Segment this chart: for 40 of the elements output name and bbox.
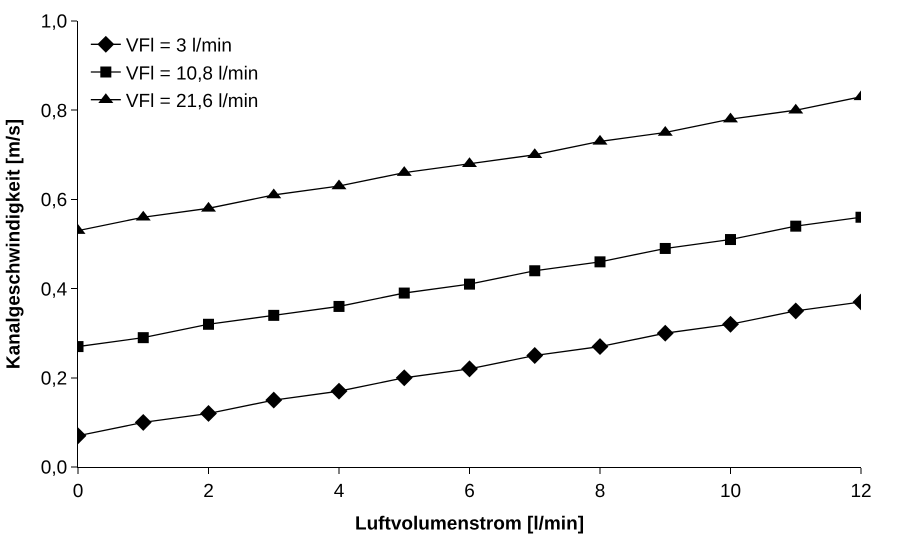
point	[656, 324, 674, 342]
point	[529, 265, 540, 276]
y-tick-label: 1,0	[40, 12, 68, 33]
legend-label: VFl = 21,6 l/min	[126, 91, 258, 112]
point	[396, 369, 413, 386]
point	[398, 288, 410, 299]
point	[330, 382, 348, 400]
point	[787, 302, 804, 320]
point	[725, 234, 736, 246]
point	[594, 256, 606, 268]
point	[203, 318, 214, 330]
x-tick-label: 12	[850, 480, 872, 502]
legend-label: VFl = 10,8 l/min	[126, 63, 258, 84]
point	[200, 405, 217, 422]
point	[268, 310, 280, 321]
y-tick-label: 0,8	[40, 100, 68, 122]
x-tick-label: 0	[72, 480, 84, 502]
y-tick-label: 0,4	[40, 279, 68, 300]
y-axis-title: Kanalgeschwindigkeit [m/s]	[4, 118, 25, 370]
point	[526, 347, 544, 364]
point	[464, 278, 475, 290]
x-axis-title: Luftvolumenstrom [l/min]	[354, 514, 584, 535]
point	[461, 360, 478, 378]
point	[334, 300, 344, 312]
y-tick-label: 0,0	[40, 458, 68, 479]
x-tick-label: 4	[334, 480, 345, 502]
legend-label: VFl = 3 l/min	[126, 36, 232, 57]
point	[592, 338, 608, 356]
point	[790, 220, 802, 232]
x-tick-label: 10	[720, 480, 742, 502]
y-tick-label: 0,2	[40, 368, 68, 390]
point	[660, 242, 671, 254]
x-tick-label: 6	[464, 480, 475, 502]
point	[265, 392, 282, 409]
point	[722, 316, 739, 333]
point	[138, 332, 149, 344]
point	[134, 414, 152, 431]
y-tick-label: 0,6	[40, 190, 68, 212]
x-tick-label: 2	[203, 480, 214, 502]
x-tick-label: 8	[594, 480, 606, 502]
